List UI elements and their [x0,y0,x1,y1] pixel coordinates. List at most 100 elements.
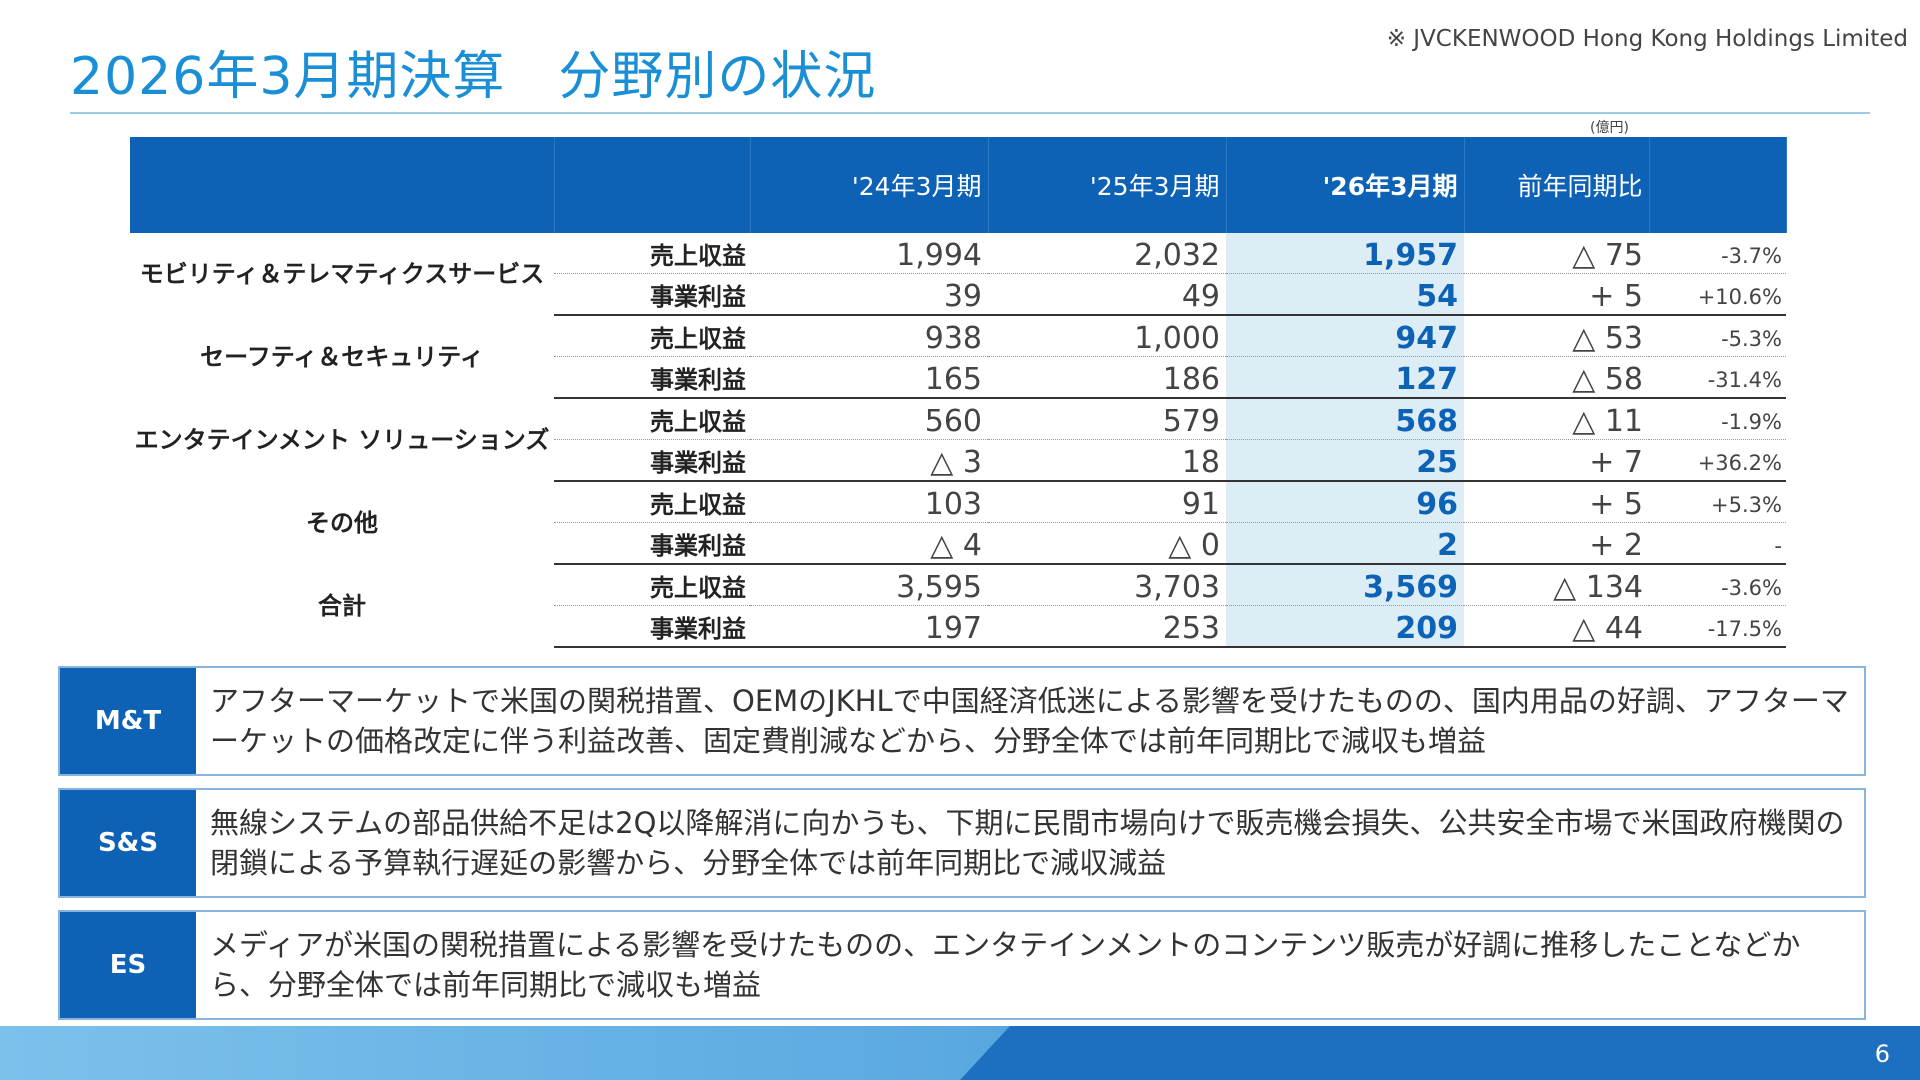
comment-label: S&S [60,790,196,896]
value-yoy: △ 44 [1464,605,1649,648]
value-fy25: 186 [988,356,1226,399]
header-cell-fy25: '25年3月期 [988,137,1227,233]
row-item: 売上収益 [554,233,750,274]
value-pct: -1.9% [1649,398,1786,440]
value-fy24: 560 [750,398,988,440]
value-yoy: △ 75 [1464,233,1649,274]
value-fy24: 197 [750,605,988,648]
value-fy25: 18 [988,439,1226,482]
value-pct: +36.2% [1649,439,1786,482]
row-item: 売上収益 [554,315,750,357]
value-yoy: △ 58 [1464,356,1649,399]
value-yoy: △ 134 [1464,564,1649,606]
value-fy25: 3,703 [988,564,1226,606]
header-cell-fy26: '26年3月期 [1226,137,1465,233]
value-fy24: 103 [750,481,988,523]
title-divider [70,112,1870,114]
value-pct: +10.6% [1649,273,1786,316]
value-fy25: 579 [988,398,1226,440]
company-note: ※ JVCKENWOOD Hong Kong Holdings Limited [1386,26,1908,52]
value-fy25: △ 0 [988,522,1226,565]
row-item: 事業利益 [554,439,750,482]
value-fy24: 165 [750,356,988,399]
value-fy26: 209 [1226,605,1464,648]
value-fy25: 1,000 [988,315,1226,357]
table-row: 事業利益 △ 4 △ 0 2 + 2 - [130,522,1786,565]
segment-name: その他 [306,508,378,537]
table-row: モビリティ＆テレマティクスサービス 売上収益 1,994 2,032 1,957… [130,233,1786,288]
value-pct: -3.6% [1649,564,1786,606]
row-item: 事業利益 [554,605,750,648]
value-yoy: + 7 [1464,439,1649,482]
value-pct: +5.3% [1649,481,1786,523]
table-row: セーフティ＆セキュリティ 売上収益 938 1,000 947 △ 53 -5.… [130,315,1786,371]
value-fy25: 253 [988,605,1226,648]
value-fy26: 25 [1226,439,1464,482]
value-fy26: 3,569 [1226,564,1464,606]
table-row: 事業利益 165 186 127 △ 58 -31.4% [130,356,1786,399]
table-row: 事業利益 197 253 209 △ 44 -17.5% [130,605,1786,648]
value-fy26: 54 [1226,273,1464,316]
value-fy26: 1,957 [1226,233,1464,274]
page-title: 2026年3月期決算 分野別の状況 [70,47,877,107]
header-cell-pct [1649,137,1787,233]
row-item: 売上収益 [554,564,750,606]
comment-text: アフターマーケットで米国の関税措置、OEMのJKHLで中国経済低迷による影響を受… [210,684,1849,758]
value-fy26: 568 [1226,398,1464,440]
value-fy26: 96 [1226,481,1464,523]
value-fy24: 39 [750,273,988,316]
value-fy24: △ 3 [750,439,988,482]
comment-label: ES [60,912,196,1018]
table-row: エンタテインメント ソリューションズ 売上収益 560 579 568 △ 11… [130,398,1786,454]
row-item: 事業利益 [554,356,750,399]
footer-accent [960,1026,1920,1080]
table-header-row: '24年3月期 '25年3月期 '26年3月期 前年同期比 [130,137,1787,233]
value-yoy: + 2 [1464,522,1649,565]
comment-text: メディアが米国の関税措置による影響を受けたものの、エンタテインメントのコンテンツ… [210,928,1801,1002]
value-fy26: 947 [1226,315,1464,357]
value-yoy: + 5 [1464,481,1649,523]
row-item: 売上収益 [554,398,750,440]
value-yoy: △ 53 [1464,315,1649,357]
value-fy24: △ 4 [750,522,988,565]
value-fy26: 2 [1226,522,1464,565]
page-number: 6 [1874,1040,1890,1068]
header-cell-item [554,137,751,233]
comment-box-es: ES メディアが米国の関税措置による影響を受けたものの、エンタテインメントのコン… [58,910,1866,1020]
value-fy25: 91 [988,481,1226,523]
value-pct: -31.4% [1649,356,1786,399]
table-row: 事業利益 39 49 54 + 5 +10.6% [130,273,1786,316]
value-pct: -17.5% [1649,605,1786,648]
value-pct: -5.3% [1649,315,1786,357]
value-fy25: 49 [988,273,1226,316]
value-fy24: 938 [750,315,988,357]
comment-text: 無線システムの部品供給不足は2Q以降解消に向かうも、下期に民間市場向けで販売機会… [210,806,1845,880]
table-row: その他 売上収益 103 91 96 + 5 +5.3% [130,481,1786,537]
value-yoy: △ 11 [1464,398,1649,440]
segment-name: 合計 [318,591,366,620]
value-fy24: 1,994 [750,233,988,274]
comment-box-mt: M&T アフターマーケットで米国の関税措置、OEMのJKHLで中国経済低迷による… [58,666,1866,776]
segment-name: エンタテインメント ソリューションズ [134,425,550,454]
header-cell-fy24: '24年3月期 [750,137,989,233]
segment-name: モビリティ＆テレマティクスサービス [139,260,545,288]
table-row: 事業利益 △ 3 18 25 + 7 +36.2% [130,439,1786,482]
footer-band [0,1026,1920,1080]
row-item: 事業利益 [554,522,750,565]
value-fy26: 127 [1226,356,1464,399]
value-pct: -3.7% [1649,233,1786,274]
header-cell-yoy: 前年同期比 [1464,137,1650,233]
comment-box-ss: S&S 無線システムの部品供給不足は2Q以降解消に向かうも、下期に民間市場向けで… [58,788,1866,898]
row-item: 事業利益 [554,273,750,316]
segment-name: セーフティ＆セキュリティ [200,342,484,371]
value-fy24: 3,595 [750,564,988,606]
row-item: 売上収益 [554,481,750,523]
segment-results-table: '24年3月期 '25年3月期 '26年3月期 前年同期比 モビリティ＆テレマテ… [130,137,1787,648]
value-pct: - [1649,522,1786,565]
comment-label: M&T [60,668,196,774]
unit-label: (億円) [1590,120,1629,136]
value-fy25: 2,032 [988,233,1226,274]
value-yoy: + 5 [1464,273,1649,316]
table-row: 合計 売上収益 3,595 3,703 3,569 △ 134 -3.6% [130,564,1786,620]
header-cell-segment [130,137,555,233]
